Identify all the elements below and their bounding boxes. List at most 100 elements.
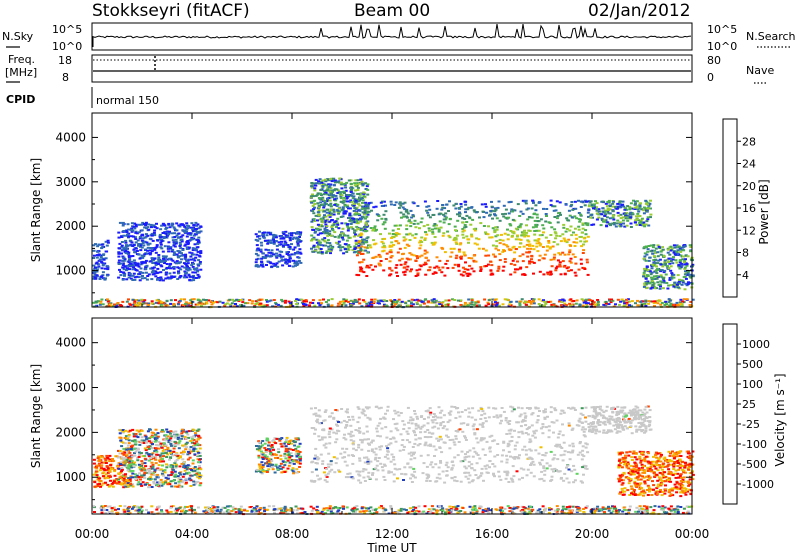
scatter-cell: [367, 203, 371, 206]
scatter-cell: [649, 199, 652, 202]
scatter-cell: [333, 181, 337, 184]
scatter-cell: [141, 271, 145, 274]
scatter-cell: [147, 455, 151, 458]
scatter-cell: [537, 242, 541, 245]
scatter-cell: [585, 240, 588, 243]
scatter-cell: [137, 301, 141, 304]
scatter-cell: [607, 505, 610, 508]
scatter-cell: [187, 232, 191, 235]
scatter-cell: [680, 263, 684, 265]
scatter-cell: [92, 458, 96, 461]
scatter-cell: [474, 301, 478, 304]
scatter-cell: [157, 263, 160, 265]
scatter-cell: [467, 257, 471, 259]
scatter-cell: [121, 266, 125, 269]
scatter-cell: [256, 301, 260, 304]
scatter-cell: [523, 301, 527, 304]
scatter-cell: [256, 254, 260, 257]
scatter-cell: [121, 221, 125, 224]
scatter-cell: [456, 299, 460, 302]
noise-left-tick-bottom: 10^0: [52, 40, 82, 53]
scatter-cell: [570, 304, 574, 307]
scatter-cell: [660, 507, 664, 510]
scatter-cell: [388, 260, 392, 263]
scatter-cell: [260, 244, 264, 247]
scatter-cell: [312, 507, 316, 510]
scatter-cell: [539, 218, 543, 221]
scatter-cell: [416, 205, 420, 207]
scatter-cell: [501, 213, 505, 216]
scatter-cell: [258, 302, 262, 305]
scatter-cell: [612, 200, 615, 203]
scatter-cell: [486, 263, 490, 266]
scatter-cell: [252, 508, 256, 511]
scatter-cell: [117, 259, 121, 262]
scatter-cell: [559, 304, 563, 307]
scatter-cell: [535, 229, 539, 232]
scatter-cell: [546, 245, 550, 248]
scatter-cell: [259, 248, 263, 251]
scatter-cell: [180, 223, 184, 226]
scatter-cell: [438, 220, 442, 223]
scatter-cell: [150, 478, 154, 481]
scatter-cell: [122, 430, 126, 433]
scatter-cell: [577, 268, 581, 271]
scatter-cell: [338, 191, 342, 194]
scatter-cell: [584, 200, 588, 203]
scatter-cell: [104, 481, 107, 484]
scatter-cell: [192, 257, 196, 260]
scatter-cell: [131, 298, 135, 301]
scatter-cell: [672, 251, 676, 254]
scatter-cell: [178, 299, 182, 302]
scatter-cell: [616, 219, 620, 222]
scatter-cell: [514, 248, 518, 250]
scatter-cell: [92, 277, 96, 280]
scatter-cell: [340, 200, 343, 203]
scatter-cell: [335, 226, 338, 228]
scatter-cell: [358, 251, 362, 254]
scatter-cell: [536, 509, 540, 512]
scatter-cell: [185, 264, 189, 267]
scatter-cell: [141, 256, 145, 259]
scatter-cell: [341, 505, 345, 508]
scatter-cell: [501, 303, 505, 306]
scatter-cell: [650, 271, 654, 274]
scatter-cell: [276, 303, 280, 306]
scatter-cell: [562, 265, 566, 268]
scatter-cell: [475, 510, 479, 513]
scatter-cell: [399, 507, 403, 510]
scatter-cell: [350, 201, 354, 204]
scatter-cell: [607, 509, 611, 512]
scatter-cell: [140, 509, 144, 512]
scatter-cell: [342, 234, 346, 237]
scatter-cell: [197, 254, 201, 257]
scatter-cell: [111, 481, 115, 484]
scatter-cell: [427, 508, 431, 511]
scatter-cell: [129, 274, 133, 277]
scatter-cell: [169, 505, 173, 508]
scatter-cell: [148, 249, 152, 252]
scatter-cell: [367, 210, 371, 213]
scatter-cell: [330, 226, 334, 228]
scatter-cell: [183, 507, 186, 510]
scatter-cell: [679, 506, 683, 508]
scatter-cell: [95, 274, 99, 277]
scatter-cell: [643, 252, 647, 255]
scatter-cell: [274, 263, 278, 266]
scatter-cell: [281, 300, 285, 303]
scatter-cell: [317, 180, 321, 183]
scatter-cell: [342, 252, 346, 255]
scatter-cell: [606, 207, 610, 210]
scatter-cell: [355, 220, 359, 223]
scatter-cell: [567, 219, 571, 222]
scatter-cell: [530, 207, 534, 210]
scatter-cell: [329, 205, 333, 208]
scatter-cell: [168, 458, 171, 461]
scatter-cell: [140, 484, 144, 487]
scatter-cell: [650, 278, 654, 281]
scatter-cell: [278, 243, 282, 246]
scatter-cell: [134, 303, 138, 306]
scatter-cell: [667, 284, 671, 287]
scatter-cell: [474, 512, 478, 515]
